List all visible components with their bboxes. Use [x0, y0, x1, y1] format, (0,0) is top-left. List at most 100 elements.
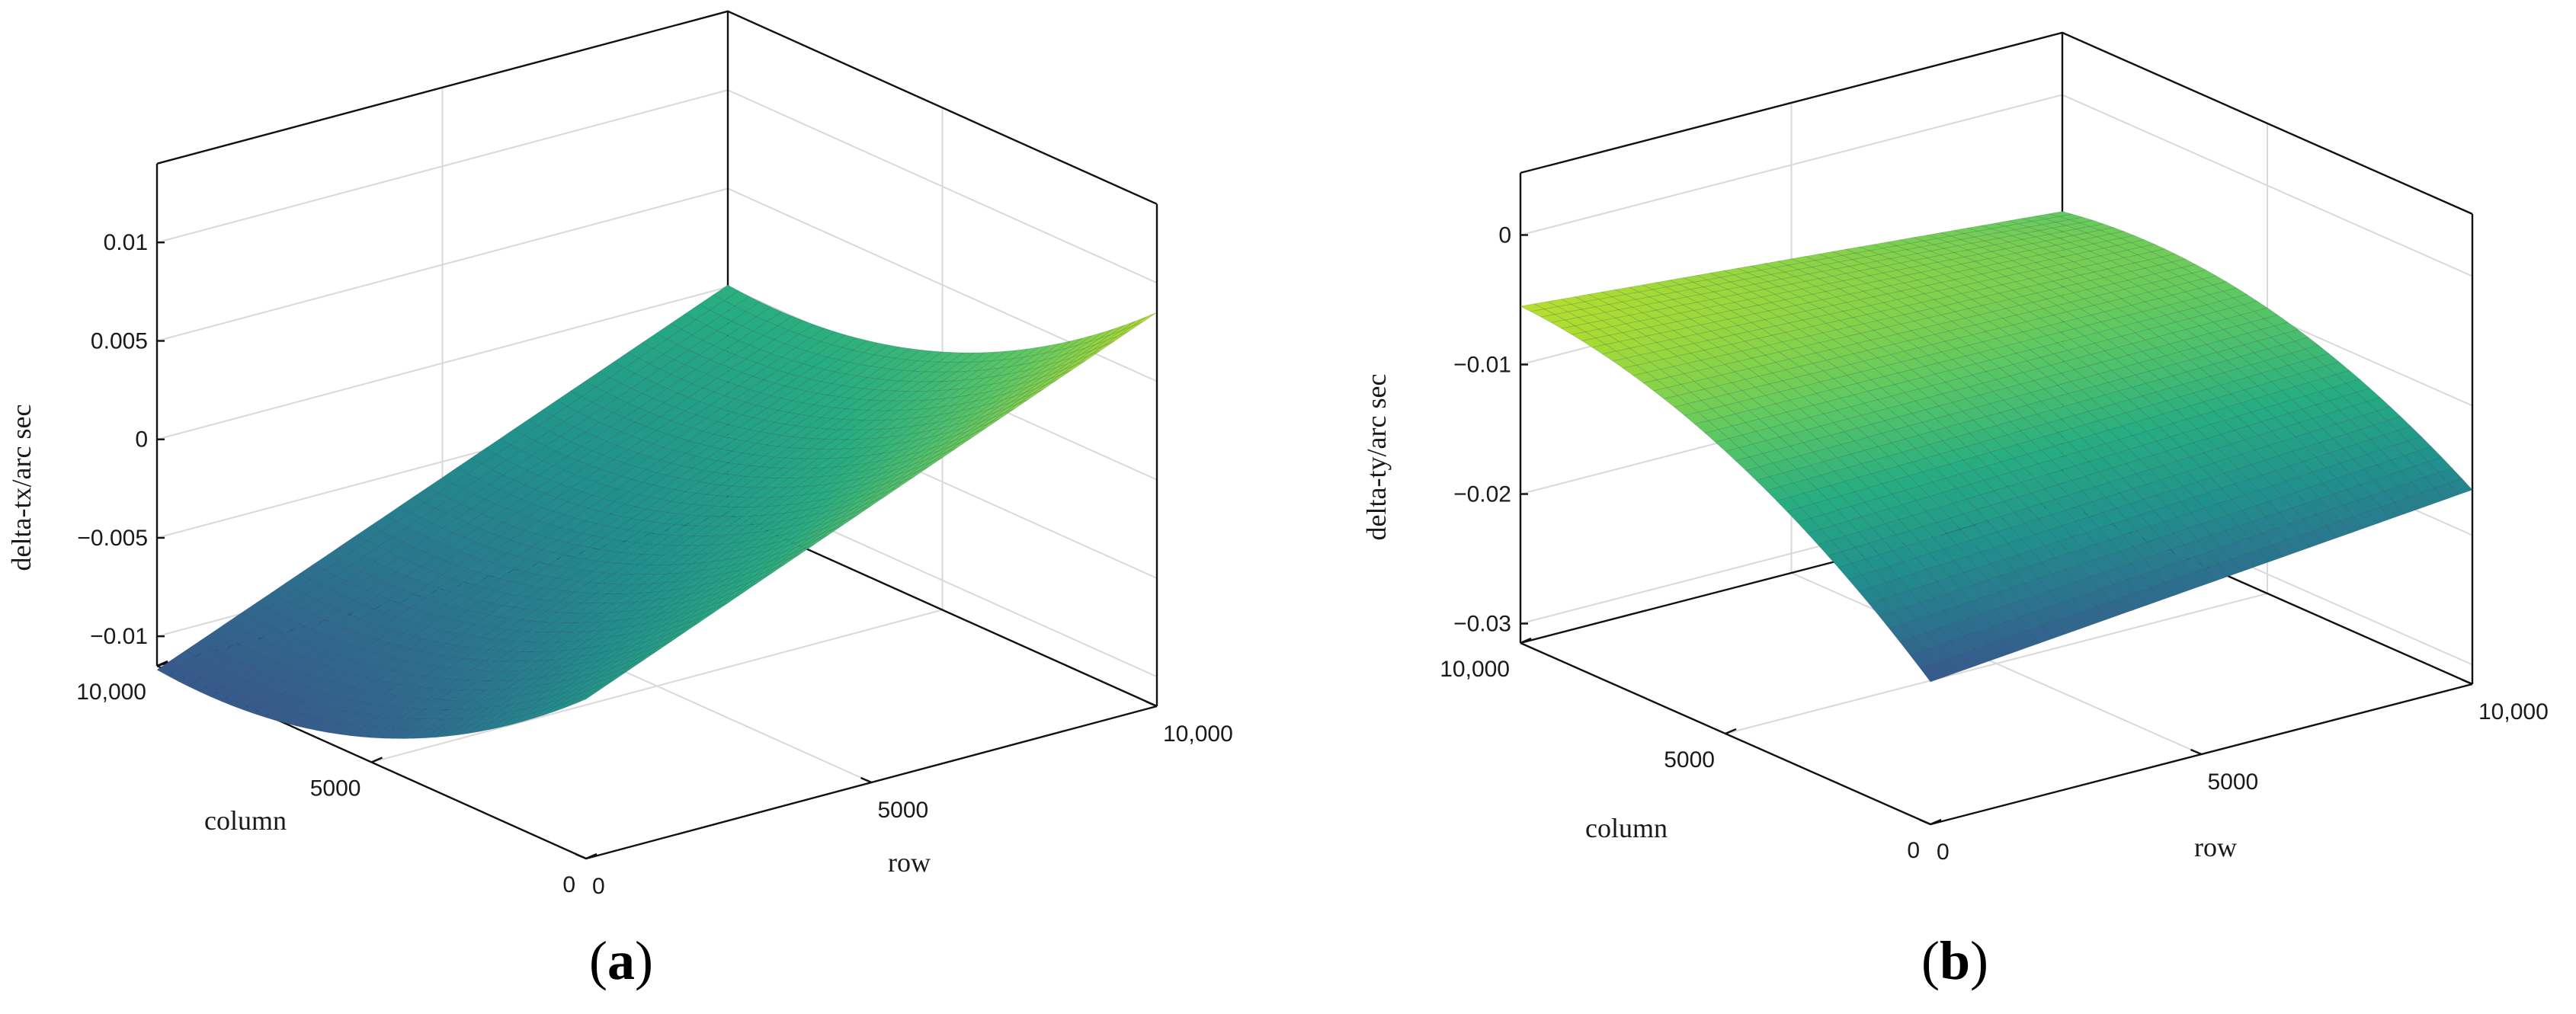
surface-patch	[2213, 406, 2238, 421]
surface-patch	[1758, 462, 1784, 478]
surface-patch	[2007, 218, 2033, 225]
surface-patch	[1830, 431, 1855, 446]
surface-patch	[1973, 258, 2000, 267]
surface-patch	[1843, 382, 1869, 395]
surface-patch	[2099, 252, 2126, 261]
surface-patch	[1750, 289, 1777, 298]
surface-patch	[2020, 478, 2046, 494]
surface-patch	[1046, 341, 1072, 353]
surface-patch	[553, 697, 579, 712]
surface-patch	[377, 706, 405, 718]
surface-patch	[2394, 497, 2419, 514]
surface-patch	[1908, 526, 1934, 542]
surface-patch	[870, 443, 897, 456]
surface-patch	[1629, 344, 1655, 356]
surface-patch	[2203, 448, 2228, 464]
surface-patch	[1740, 313, 1766, 323]
surface-patch	[1003, 398, 1029, 414]
surface-patch	[849, 446, 876, 458]
surface-patch	[373, 682, 401, 695]
chart-panel-a: −0.01 −0.005 0 0.005 0.01 0 5000 10,000 0 5000 10,…	[6, 10, 1233, 991]
surface-patch	[1946, 239, 1972, 247]
column-tick-mark	[1930, 818, 1942, 826]
surface-patch	[632, 650, 658, 666]
surface-patch	[2151, 315, 2177, 326]
surface-patch	[606, 382, 633, 398]
surface-patch	[2049, 286, 2075, 296]
surface-patch	[2095, 601, 2121, 620]
surface-patch	[1071, 344, 1097, 358]
surface-patch	[1880, 429, 1906, 443]
surface-patch	[880, 390, 908, 401]
surface-patch	[1736, 291, 1763, 300]
surface-patch	[1088, 341, 1115, 357]
surface-patch	[2179, 442, 2205, 458]
row-axis-label: row	[2194, 832, 2237, 862]
surface-patch	[1010, 388, 1036, 403]
surface-patch	[2077, 353, 2103, 366]
surface-patch	[799, 491, 825, 504]
surface-patch	[1787, 288, 1814, 298]
surface-patch	[1031, 366, 1058, 381]
surface-patch	[889, 425, 915, 437]
surface-patch	[1805, 382, 1831, 394]
surface-patch	[2114, 354, 2140, 367]
column-tick-mark	[1520, 637, 1532, 645]
surface-patch	[1744, 376, 1770, 388]
surface-patch	[844, 398, 873, 411]
surface-patch	[2222, 287, 2248, 299]
surface-patch	[1765, 437, 1791, 450]
surface-patch	[2281, 491, 2307, 509]
surface-patch	[2189, 355, 2215, 369]
surface-patch	[2380, 502, 2405, 520]
surface-patch	[2167, 561, 2192, 579]
surface-patch	[2343, 500, 2368, 517]
surface-patch	[792, 485, 819, 497]
surface-patch	[2427, 456, 2453, 473]
surface-patch	[1714, 438, 1740, 452]
surface-patch	[1046, 369, 1072, 385]
surface-patch	[352, 540, 380, 557]
row-axis-ticks: 0 5000 10,000	[1919, 678, 2549, 865]
surface-patch	[2161, 285, 2187, 296]
surface-patch	[1815, 314, 1841, 324]
column-tick-label: 10,000	[76, 680, 146, 705]
row-tick-mark	[1145, 700, 1158, 708]
surface-patch	[841, 438, 869, 449]
z-axis-ticks: −0.03 −0.02 −0.01 0	[1453, 223, 1528, 637]
surface-patch	[1867, 433, 1892, 447]
row-tick-label: 10,000	[1163, 721, 1233, 747]
surface-patch	[1035, 343, 1061, 356]
surface-patch	[2318, 494, 2344, 510]
surface-patch	[646, 641, 672, 656]
surface-patch	[1053, 359, 1079, 374]
surface-patch	[2067, 437, 2093, 453]
surface-patch	[898, 399, 926, 411]
surface-patch	[1886, 262, 1911, 271]
surface-patch	[1988, 399, 2014, 414]
surface-patch	[2095, 233, 2122, 242]
surface-patch	[759, 382, 787, 396]
surface-patch	[466, 637, 494, 650]
surface-patch	[817, 512, 844, 526]
surface-patch	[2007, 238, 2034, 247]
z-tick-label: 0	[1498, 223, 1511, 248]
surface-patch	[1060, 347, 1086, 362]
surface-patch	[828, 472, 854, 485]
surface-patch	[978, 381, 1004, 395]
surface-patch	[1889, 314, 1915, 325]
surface-patch	[1587, 291, 1613, 300]
surface-patch	[802, 458, 830, 469]
surface-patch	[803, 534, 829, 549]
surface-patch	[1875, 258, 1902, 267]
surface-patch	[295, 579, 322, 596]
surface-patch	[1898, 573, 1924, 591]
surface-patch	[1982, 475, 2008, 491]
surface-patch	[816, 383, 844, 396]
column-tick-label: 0	[1907, 838, 1920, 863]
row-axis-label: row	[888, 847, 931, 878]
gridline	[1725, 593, 2268, 734]
surface-patch	[810, 490, 836, 502]
surface-patch	[2257, 337, 2283, 350]
